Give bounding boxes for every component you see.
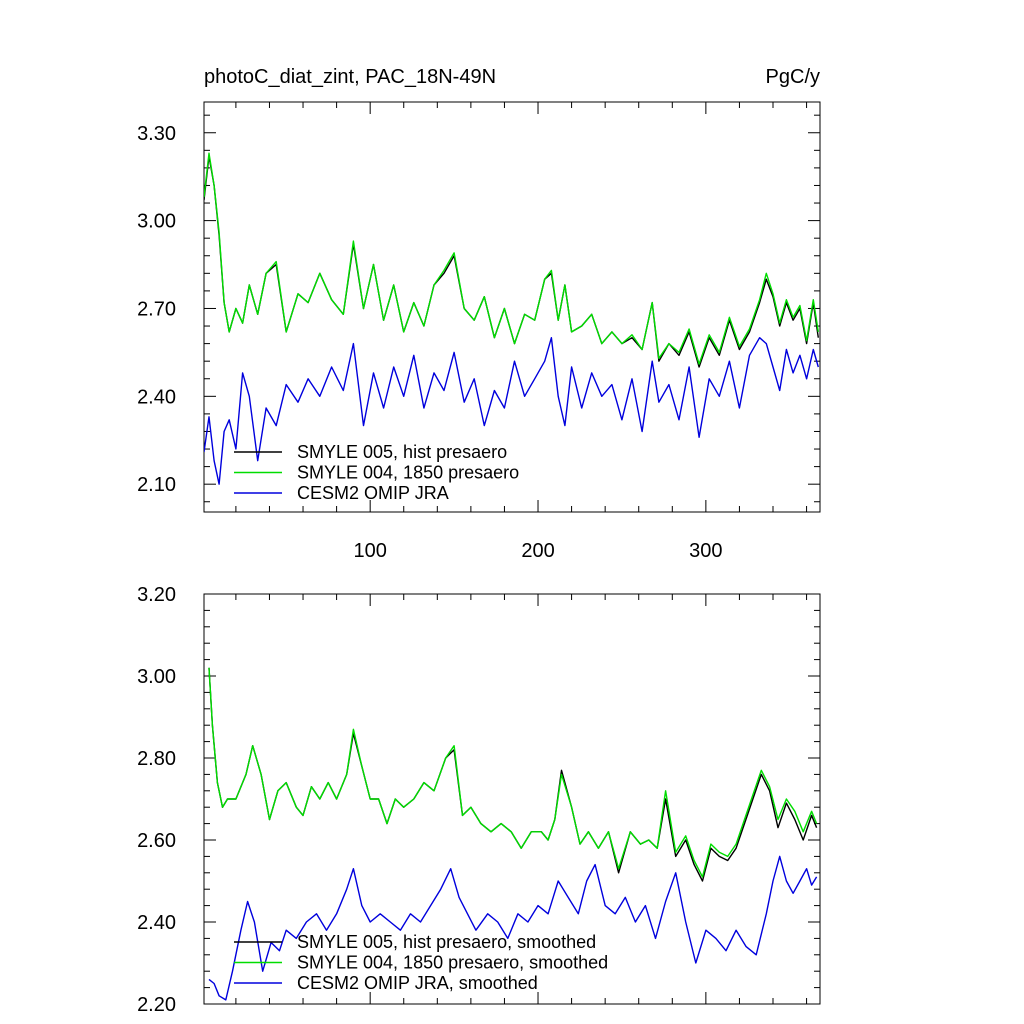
legend-label: SMYLE 004, 1850 presaero, smoothed <box>297 953 608 973</box>
plot-frame <box>203 101 821 513</box>
y-tick-label: 3.00 <box>137 666 176 688</box>
y-tick-label: 2.80 <box>137 748 176 770</box>
chart-title: photoC_diat_zint, PAC_18N-49N <box>204 66 496 88</box>
y-tick-label: 2.60 <box>137 830 176 852</box>
y-tick-label: 2.20 <box>137 994 176 1016</box>
series-line-3 <box>204 337 819 485</box>
series-line-2 <box>208 667 818 878</box>
y-tick-label: 2.10 <box>137 474 176 496</box>
legend-label: SMYLE 005, hist presaero, smoothed <box>297 932 596 952</box>
legend-label: CESM2 OMIP JRA <box>297 483 449 503</box>
y-tick-label: 2.40 <box>137 912 176 934</box>
y-tick-label: 3.20 <box>137 584 176 606</box>
y-tick-label: 3.30 <box>137 123 176 145</box>
bottom-panel: 2.20 2.40 2.60 2.80 3.00 3.20 SMYLE 005, hist … <box>137 584 821 1016</box>
plot-frame <box>203 593 821 1005</box>
series-line-3 <box>208 855 818 1001</box>
chart-units: PgC/y <box>766 66 820 88</box>
series-line-1 <box>208 667 818 882</box>
x-tick-label: 200 <box>521 540 554 562</box>
x-tick-label: 100 <box>353 540 386 562</box>
series-line-1 <box>204 155 819 368</box>
top-panel: 2.10 2.40 2.70 3.00 3.30 100 200 300 SMYLE 005, … <box>137 101 821 562</box>
x-tick-label: 300 <box>689 540 722 562</box>
y-tick-label: 3.00 <box>137 211 176 233</box>
legend-label: CESM2 OMIP JRA, smoothed <box>297 973 538 993</box>
y-tick-label: 2.40 <box>137 386 176 408</box>
legend-label: SMYLE 005, hist presaero <box>297 442 507 462</box>
legend-label: SMYLE 004, 1850 presaero <box>297 463 519 483</box>
y-tick-label: 2.70 <box>137 298 176 320</box>
series-line-2 <box>204 152 819 365</box>
